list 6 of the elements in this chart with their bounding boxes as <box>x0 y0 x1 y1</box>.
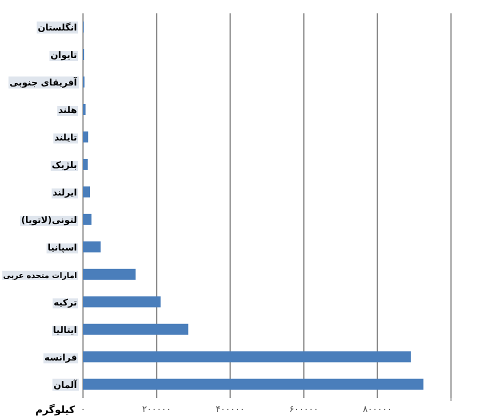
x-tick-label: ۶۰۰۰۰۰ <box>289 405 318 415</box>
x-axis-title: کیلوگرم <box>35 403 76 416</box>
x-tick-label: ۸۰۰۰۰۰ <box>362 405 392 415</box>
x-tick-label: ۴۰۰۰۰۰ <box>216 405 245 415</box>
x-tick-label: ۰ <box>80 405 86 415</box>
x-tick-label: ۲۰۰۰۰۰ <box>142 405 172 415</box>
